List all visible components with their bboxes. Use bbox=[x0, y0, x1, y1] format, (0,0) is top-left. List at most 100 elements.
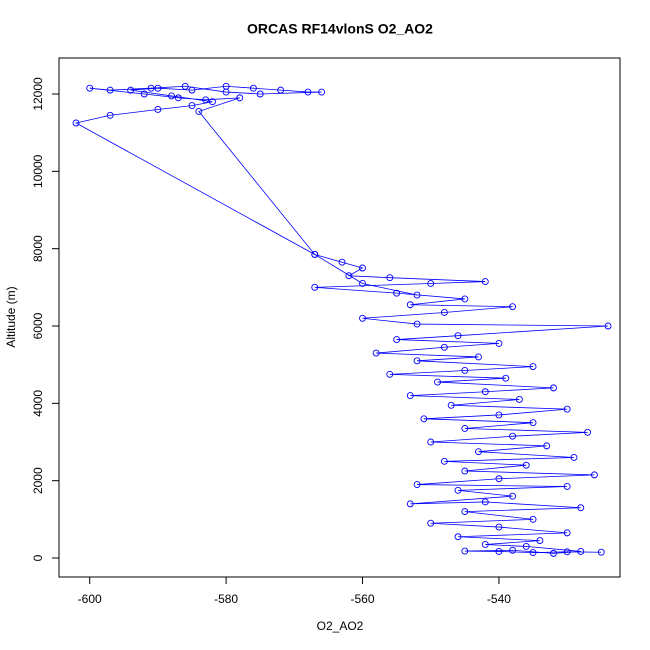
point bbox=[563, 405, 571, 413]
point bbox=[311, 251, 319, 258]
x-tick-label: -600 bbox=[78, 592, 102, 606]
point bbox=[475, 448, 482, 456]
point bbox=[461, 467, 469, 475]
point bbox=[413, 481, 421, 488]
point bbox=[209, 98, 216, 106]
point bbox=[447, 401, 455, 409]
point bbox=[154, 106, 162, 113]
point bbox=[127, 86, 135, 94]
point bbox=[195, 107, 203, 115]
point bbox=[461, 295, 469, 303]
x-tick-label: -560 bbox=[351, 592, 375, 606]
point bbox=[304, 88, 312, 96]
y-tick-label: 6000 bbox=[31, 312, 45, 339]
point bbox=[495, 475, 503, 483]
y-tick-label: 10000 bbox=[31, 154, 45, 188]
point bbox=[475, 353, 482, 361]
point bbox=[604, 322, 612, 330]
point bbox=[420, 415, 428, 423]
point bbox=[406, 392, 414, 400]
point bbox=[168, 92, 175, 100]
point bbox=[440, 457, 448, 465]
point bbox=[406, 500, 414, 508]
point bbox=[536, 537, 544, 545]
point bbox=[413, 320, 421, 328]
point bbox=[481, 278, 489, 285]
point bbox=[454, 533, 462, 541]
point bbox=[236, 94, 244, 102]
point bbox=[590, 471, 598, 479]
point bbox=[181, 82, 189, 90]
point bbox=[515, 396, 523, 403]
y-axis-label: Altitude (m) bbox=[4, 286, 18, 347]
point bbox=[550, 549, 557, 557]
point bbox=[481, 498, 489, 506]
point bbox=[106, 86, 114, 94]
point bbox=[543, 442, 551, 450]
point bbox=[440, 343, 448, 351]
point bbox=[563, 483, 571, 490]
point bbox=[413, 357, 421, 365]
point bbox=[386, 370, 394, 378]
point bbox=[461, 547, 469, 555]
point bbox=[372, 349, 380, 357]
point bbox=[529, 515, 537, 523]
point bbox=[277, 86, 285, 94]
chart-title: ORCAS RF14vlonS O2_AO2 bbox=[247, 21, 433, 37]
point bbox=[495, 547, 503, 555]
point bbox=[345, 272, 353, 280]
y-tick-label: 0 bbox=[31, 554, 45, 561]
point bbox=[563, 548, 571, 556]
point bbox=[461, 367, 469, 374]
point bbox=[72, 119, 80, 127]
point bbox=[509, 303, 517, 311]
point bbox=[461, 425, 469, 432]
y-tick-label: 4000 bbox=[31, 390, 45, 417]
point bbox=[584, 428, 592, 436]
point bbox=[427, 519, 435, 527]
point bbox=[406, 301, 414, 309]
point bbox=[454, 486, 462, 494]
point bbox=[577, 547, 585, 555]
point bbox=[529, 419, 537, 427]
point bbox=[454, 332, 462, 340]
point bbox=[597, 548, 605, 556]
point bbox=[202, 96, 210, 104]
point bbox=[188, 102, 196, 110]
point bbox=[393, 289, 401, 297]
plot-frame bbox=[58, 57, 621, 578]
point bbox=[188, 86, 196, 94]
point bbox=[386, 274, 394, 282]
point bbox=[570, 454, 578, 461]
point bbox=[413, 291, 421, 299]
point bbox=[440, 309, 448, 316]
point bbox=[393, 336, 401, 343]
point bbox=[427, 280, 435, 287]
point bbox=[522, 461, 530, 469]
point bbox=[311, 283, 319, 291]
x-axis-label: O2_AO2 bbox=[317, 619, 364, 633]
point bbox=[529, 549, 537, 557]
point bbox=[563, 529, 571, 537]
point bbox=[495, 339, 503, 347]
point bbox=[359, 314, 366, 322]
y-tick-label: 2000 bbox=[31, 467, 45, 494]
point bbox=[481, 388, 489, 396]
point bbox=[509, 546, 517, 554]
point bbox=[522, 542, 530, 550]
series-line bbox=[74, 85, 609, 554]
point bbox=[427, 438, 435, 446]
point bbox=[481, 541, 489, 548]
point bbox=[550, 384, 557, 392]
point bbox=[359, 264, 366, 272]
point bbox=[495, 523, 503, 531]
y-tick-label: 8000 bbox=[31, 235, 45, 262]
point bbox=[529, 363, 537, 371]
point bbox=[222, 88, 230, 96]
point bbox=[509, 492, 517, 500]
x-tick-label: -580 bbox=[214, 592, 238, 606]
y-tick-label: 12000 bbox=[31, 77, 45, 111]
point bbox=[174, 94, 182, 102]
point bbox=[154, 84, 162, 92]
